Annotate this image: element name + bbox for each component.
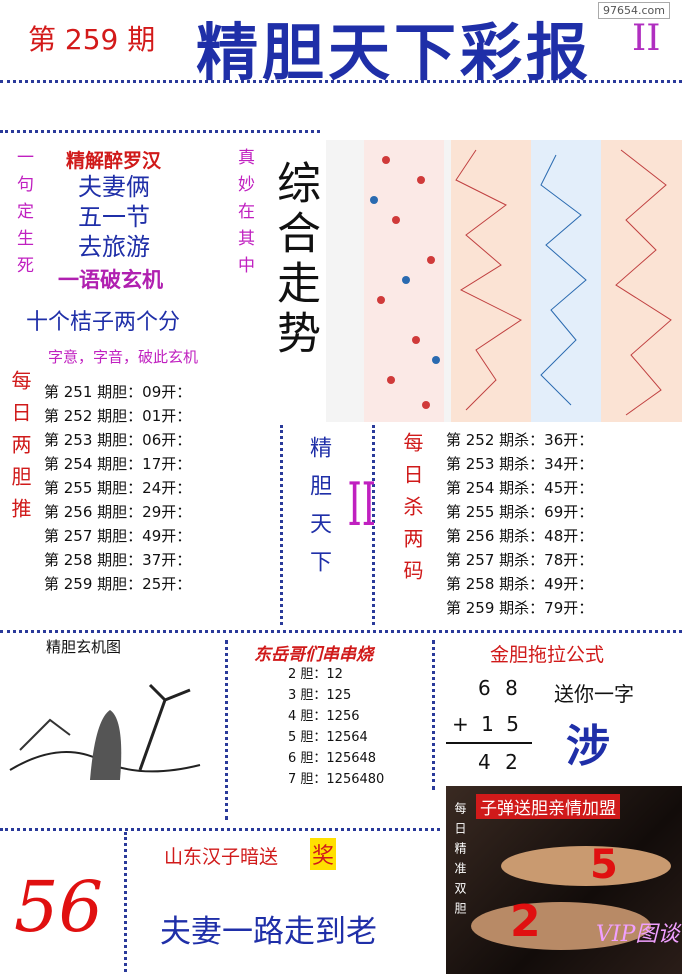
riddle-hint: 十个桔子两个分 [26, 310, 181, 335]
kill-row: 第 259 期杀：79开： [446, 599, 594, 617]
riddle-line: 夫妻俩 [78, 173, 150, 201]
kill-rows: 第 252 期杀：36开： 第 253 期杀：34开： 第 254 期杀：45开： 第… [446, 428, 593, 620]
dan-row: 第 255 期胆：24开： [44, 479, 192, 497]
skewer-row: 4 胆：1256 [288, 709, 360, 724]
promo-side: 每日精准双胆 [453, 802, 467, 922]
picture-title: 精胆玄机图 [46, 638, 122, 656]
kill-row: 第 255 期杀：69开： [446, 503, 594, 521]
kill-row: 第 253 期杀：34开： [446, 455, 594, 473]
dan-row: 第 254 期胆：17开： [44, 455, 192, 473]
kill-row: 第 257 期杀：78开： [446, 551, 594, 569]
kill-row: 第 258 期杀：49开： [446, 575, 594, 593]
dan-row: 第 253 期胆：06开： [44, 431, 192, 449]
riddle-title: 精解醉罗汉 [66, 150, 162, 172]
edition: II [632, 18, 661, 59]
divider [0, 630, 682, 633]
formula-title: 金胆拖拉公式 [490, 644, 605, 666]
kill-row: 第 256 期杀：48开： [446, 527, 594, 545]
riddle-side-right: 真妙在其中 [234, 148, 254, 283]
skewer-title: 东岳哥们串串烧 [254, 645, 373, 665]
handwritten-number: 56 [14, 866, 104, 948]
dan-row: 第 251 期胆：09开： [44, 383, 192, 401]
award: 奖 [310, 838, 337, 870]
slogan: 夫妻一路走到老 [160, 914, 377, 950]
gift-char: 涉 [566, 721, 610, 772]
dan-row: 第 258 期胆：37开： [44, 551, 192, 569]
divider [124, 832, 127, 972]
skewer-row: 5 胆：12564 [288, 730, 368, 745]
riddle-tagline: 一语破玄机 [58, 268, 163, 292]
formula-result: 4 2 [478, 750, 518, 774]
divider [0, 828, 440, 831]
riddle-line: 五一节 [78, 203, 150, 231]
formula-top: 6 8 [478, 676, 518, 700]
divider [0, 130, 320, 133]
dan-label: 每日两胆推 [8, 370, 32, 530]
promo-title: 子弹送胆亲情加盟 [476, 794, 620, 819]
dan-row: 第 252 期胆：01开： [44, 407, 192, 425]
formula-middle: + 1 5 [452, 712, 519, 736]
dan-row: 第 256 期胆：29开： [44, 503, 192, 521]
riddle-line: 去旅游 [78, 233, 150, 261]
trend-label: 综合走势 [269, 160, 320, 360]
riddle-side-left: 一句定生死 [13, 148, 33, 283]
divider [225, 640, 228, 820]
riddle-note: 字意，字音，破此玄机 [48, 348, 199, 366]
skewer-row: 2 胆：12 [288, 667, 343, 682]
promo-num-b: 2 [510, 896, 541, 947]
divider [372, 425, 375, 625]
kill-row: 第 252 期杀：36开： [446, 431, 594, 449]
center-mark: II [347, 470, 376, 540]
formula-rule [446, 742, 532, 744]
watermark: 97654.com [598, 2, 670, 19]
title: 精胆天下彩报 [196, 16, 593, 89]
dan-row: 第 259 期胆：25开： [44, 575, 192, 593]
sender: 山东汉子暗送 [164, 846, 279, 868]
divider [432, 640, 435, 790]
skewer-row: 3 胆：125 [288, 688, 352, 703]
ink-painting [9, 683, 201, 780]
issue: 第 259 期 [28, 23, 156, 56]
skewer-row: 6 胆：125648 [288, 751, 377, 766]
promo-num-a: 5 [590, 842, 618, 888]
promo-brand: VIP图谈 [596, 922, 680, 947]
center-banner: 精胆天下 [306, 436, 331, 588]
divider [280, 425, 283, 625]
riddle-lines: 夫妻俩 五一节 去旅游 [78, 172, 150, 262]
skewer-rows: 2 胆：12 3 胆：125 4 胆：1256 5 胆：12564 6 胆：125648… [288, 664, 384, 790]
kill-label: 每日杀两码 [400, 432, 424, 592]
divider [0, 80, 682, 83]
kill-row: 第 254 期杀：45开： [446, 479, 594, 497]
bullets [471, 846, 671, 950]
dan-rows: 第 251 期胆：09开： 第 252 期胆：01开： 第 253 期胆：06开： 第… [44, 380, 191, 596]
promo-image: 子弹送胆亲情加盟 每日精准双胆 5 2 VIP图谈 [446, 786, 682, 974]
trend-chart [326, 140, 682, 422]
dan-row: 第 257 期胆：49开： [44, 527, 192, 545]
skewer-row: 7 胆：1256480 [288, 772, 385, 787]
gift-label: 送你一字 [554, 682, 634, 706]
